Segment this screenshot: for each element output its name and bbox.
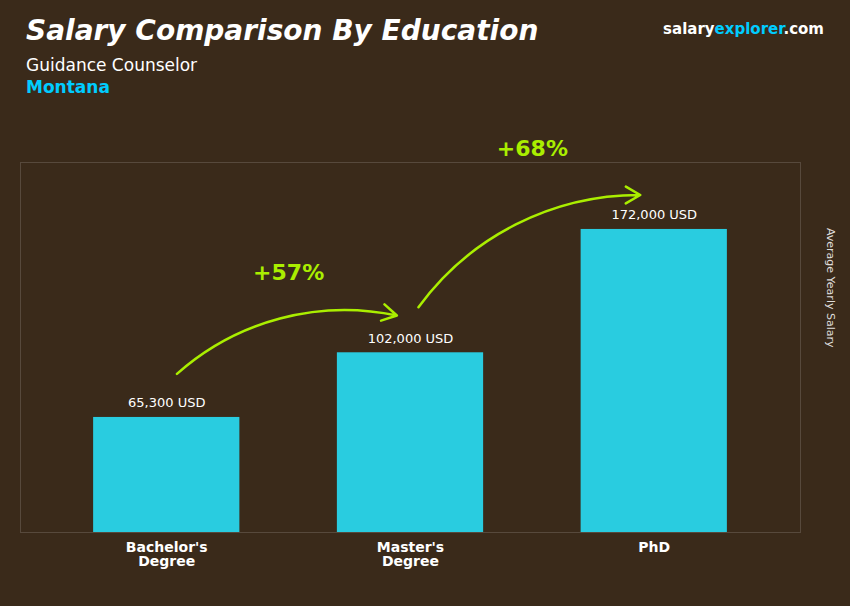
html-text:Salary Comparison By Education: Salary Comparison By Education xyxy=(26,14,539,47)
svg-text:Average Yearly Salary: Average Yearly Salary xyxy=(824,228,837,348)
html-text:Montana: Montana xyxy=(26,77,110,97)
svg-text:Master'sDegree: Master'sDegree xyxy=(377,539,444,569)
svg-text:172,000 USD: 172,000 USD xyxy=(611,207,697,222)
svg-text:+68%: +68% xyxy=(497,136,568,161)
html-text:Guidance Counselor: Guidance Counselor xyxy=(26,55,198,75)
svg-text:Bachelor'sDegree: Bachelor'sDegree xyxy=(126,539,208,569)
html-text:salary explorer.com: salary explorer.com xyxy=(663,20,824,38)
svg-text:102,000 USD: 102,000 USD xyxy=(368,331,454,346)
svg-text:65,300 USD: 65,300 USD xyxy=(128,395,205,410)
svg-text:PhD: PhD xyxy=(638,539,670,555)
svg-text:+57%: +57% xyxy=(253,260,324,285)
